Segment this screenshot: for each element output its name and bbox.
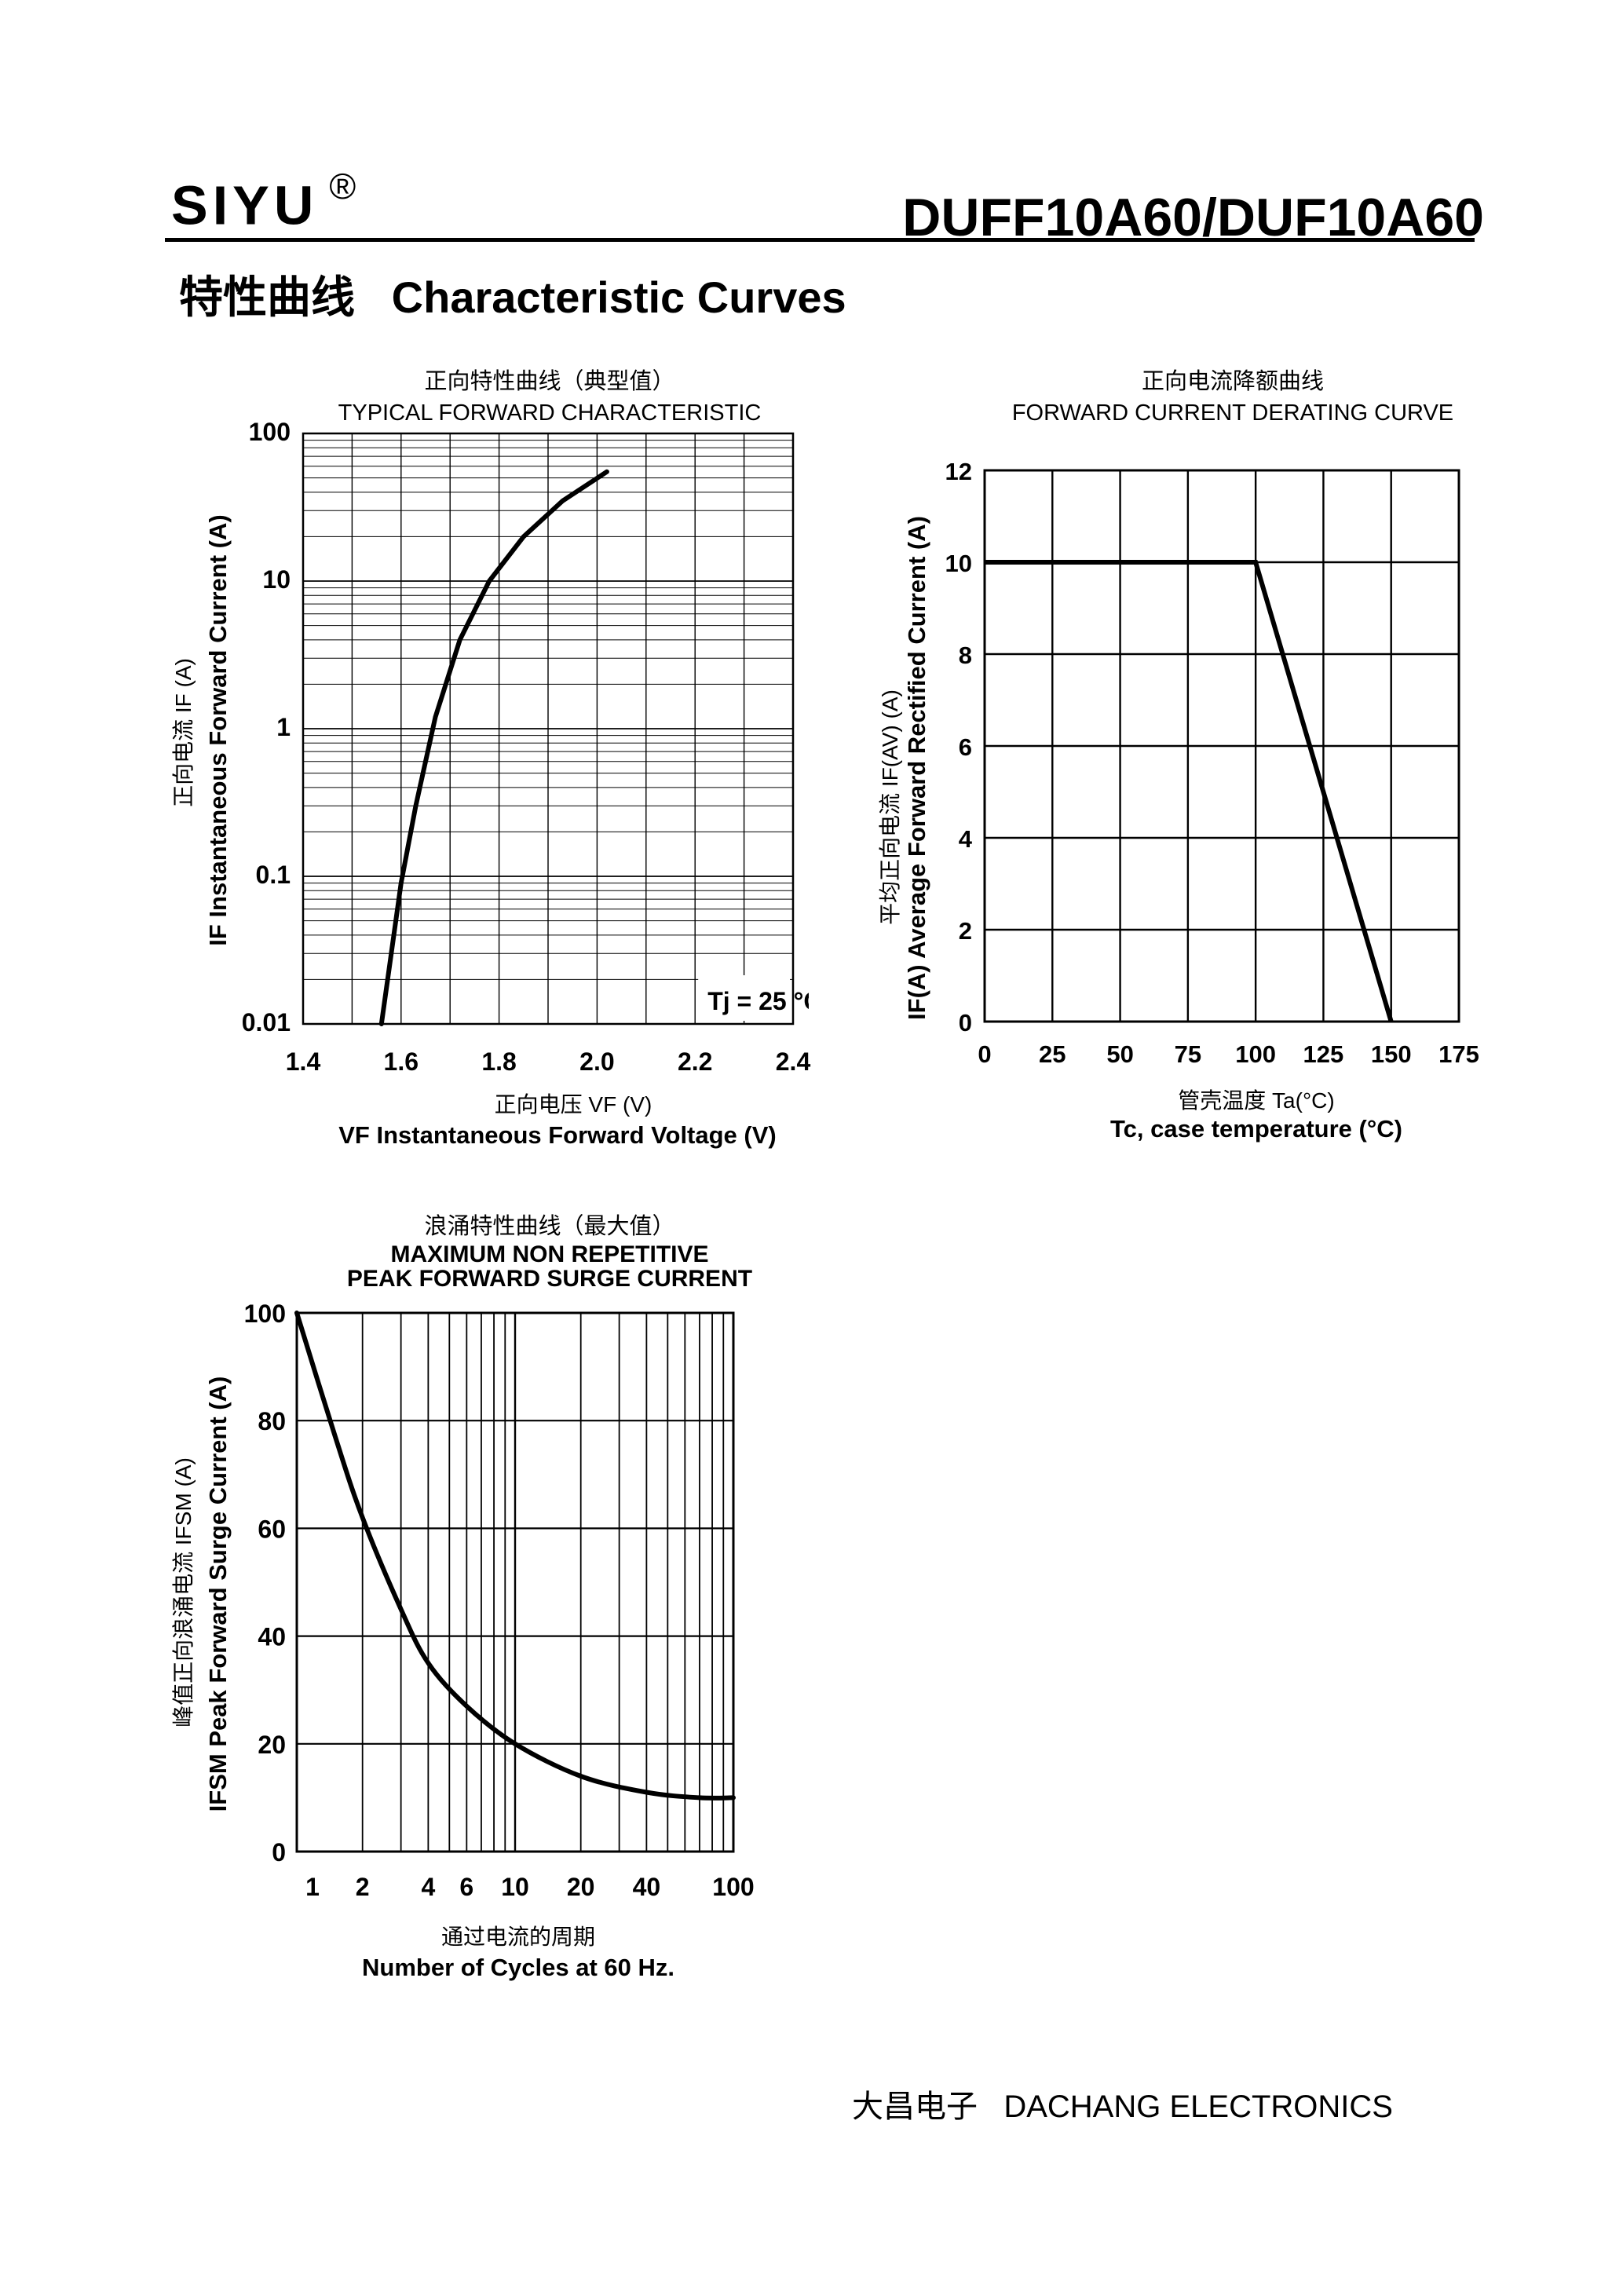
chart1-title-cn: 正向特性曲线（典型值）: [424, 369, 675, 394]
chart2-y-tick: 12: [945, 458, 972, 485]
chart2-x-tick: 150: [1371, 1040, 1412, 1068]
chart1-x-tick: 2.2: [677, 1047, 713, 1076]
chart3-frame: [295, 1311, 735, 1853]
chart2-series-line: [985, 560, 1394, 1022]
chart3-x-tick: 4: [421, 1873, 435, 1901]
chart3-y-tick: 80: [258, 1407, 286, 1435]
chart1-x-tick: 1.4: [285, 1047, 321, 1076]
chart1-annotation: Tj = 25 °C: [707, 987, 809, 1015]
chart3-y-tick: 0: [272, 1838, 286, 1866]
company-footer: 大昌电子 DACHANG ELECTRONICS: [852, 2089, 1393, 2124]
chart1-y-tick: 10: [262, 565, 291, 594]
chart3-ylabel-cn: 峰值正向浪涌电流 IFSM (A): [171, 1457, 196, 1727]
chart3-title: MAXIMUM NON REPETITIVE PEAK FORWARD SURG…: [346, 1241, 753, 1292]
chart2-x-tick: 0: [978, 1040, 991, 1068]
chart1-y-tick: 1: [276, 713, 291, 741]
chart3-x-tick: 1: [305, 1873, 320, 1901]
chart3-x-tick: 40: [633, 1873, 661, 1901]
chart3-y-tick: 40: [258, 1623, 286, 1651]
chart1-annotation-bg: [698, 975, 790, 1021]
chart1-y-tick: 0.01: [241, 1008, 291, 1036]
chart3-x-tick: 100: [712, 1873, 754, 1901]
chart2-y-tick: 2: [959, 917, 972, 945]
chart1-y-tick: 100: [248, 418, 291, 446]
chart2-x-tick: 175: [1438, 1040, 1479, 1068]
chart1-series-line: [378, 469, 609, 1026]
chart1-x-tick: 1.8: [481, 1047, 517, 1076]
chart2-x-tick: 125: [1303, 1040, 1344, 1068]
chart2-y-tick: 6: [959, 733, 972, 761]
header-rule: [165, 238, 1475, 242]
chart1-plot: Tj = 25 °C: [302, 432, 809, 1026]
registered-mark: ®: [329, 166, 361, 207]
chart1-xlabel: VF Instantaneous Forward Voltage (V): [338, 1121, 777, 1149]
chart2-ylabel-cn: 平均正向电流 IF(AV) (A): [878, 689, 902, 925]
chart2-x-tick: 100: [1235, 1040, 1276, 1068]
brand-logo: SIYU ®: [171, 166, 360, 236]
chart3-series-line: [294, 1311, 736, 1801]
chart1-x-tick: 2.0: [579, 1047, 615, 1076]
chart3-x-tick: 6: [459, 1873, 473, 1901]
chart2-title: FORWARD CURRENT DERATING CURVE: [1011, 400, 1454, 426]
chart3-title-cn: 浪涌特性曲线（最大值）: [424, 1214, 675, 1239]
chart2-plot: 0 25 50 75 100 125 150 175 0 2 4 6 8 10 12: [945, 458, 1479, 1068]
chart1-title: TYPICAL FORWARD CHARACTERISTIC: [338, 400, 762, 426]
chart3-x-tick: 20: [567, 1873, 595, 1901]
chart2-y-tick: 0: [959, 1009, 972, 1036]
chart3-plot: 1 2 4 6 10 20 40 100 0 20 40 60 80 100: [244, 1300, 755, 1901]
chart2-x-tick: 25: [1039, 1040, 1066, 1068]
chart3-x-tick: 2: [356, 1873, 370, 1901]
chart3-xlabel-cn: 通过电流的周期: [440, 1925, 595, 1949]
chart1-x-tick: 1.6: [383, 1047, 419, 1076]
chart1-x-tick: 2.4: [775, 1047, 811, 1076]
chart3-y-tick: 100: [244, 1300, 286, 1328]
chart2-y-tick: 10: [945, 550, 972, 577]
chart2-title-cn: 正向电流降额曲线: [1141, 369, 1324, 394]
chart3-ylabel: IFSM Peak Forward Surge Current (A): [204, 1376, 232, 1812]
chart1-y-tick: 0.1: [255, 861, 291, 889]
chart2-ylabel: IF(A) Average Forward Rectified Current …: [903, 516, 930, 1020]
section-title: 特性曲线 Characteristic Curves: [179, 272, 846, 322]
chart2-xlabel: Tc, case temperature (°C): [1110, 1115, 1402, 1143]
chart3-y-tick: 60: [258, 1515, 286, 1543]
chart2-frame: [983, 469, 1460, 1023]
chart2-x-tick: 50: [1106, 1040, 1133, 1068]
part-number: DUFF10A60/DUF10A60: [902, 188, 1484, 247]
chart3-xlabel: Number of Cycles at 60 Hz.: [362, 1954, 674, 1981]
chart1-xlabel-cn: 正向电压 VF (V): [494, 1092, 652, 1117]
chart2-x-tick: 75: [1175, 1040, 1201, 1068]
brand-name: SIYU: [171, 174, 319, 236]
chart2-xlabel-cn: 管壳温度 Ta(°C): [1178, 1088, 1335, 1113]
chart1-frame: [302, 432, 795, 1026]
chart1-ylabel-cn: 正向电流 IF (A): [171, 658, 196, 807]
chart3-y-tick: 20: [258, 1731, 286, 1759]
chart2-y-tick: 4: [959, 825, 973, 853]
chart2-y-tick: 8: [959, 642, 972, 669]
chart3-x-tick: 10: [501, 1873, 529, 1901]
